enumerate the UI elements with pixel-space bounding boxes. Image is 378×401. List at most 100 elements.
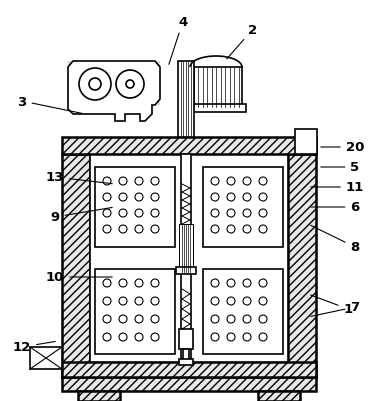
Circle shape bbox=[119, 178, 127, 186]
Text: 11: 11 bbox=[311, 181, 364, 194]
Circle shape bbox=[243, 194, 251, 201]
Bar bbox=[62, 155, 90, 377]
Bar bbox=[288, 155, 316, 377]
Circle shape bbox=[119, 297, 127, 305]
Circle shape bbox=[151, 279, 159, 287]
Bar bbox=[179, 225, 193, 272]
Text: 2: 2 bbox=[227, 23, 257, 60]
Circle shape bbox=[135, 333, 143, 341]
Bar bbox=[203, 269, 283, 354]
Circle shape bbox=[227, 297, 235, 305]
Polygon shape bbox=[68, 62, 160, 122]
Bar bbox=[95, 269, 175, 354]
Circle shape bbox=[211, 209, 219, 217]
Bar bbox=[181, 155, 191, 362]
Circle shape bbox=[119, 333, 127, 341]
Bar bbox=[203, 168, 283, 247]
Circle shape bbox=[151, 315, 159, 323]
Circle shape bbox=[243, 225, 251, 233]
Bar bbox=[178, 62, 194, 138]
Circle shape bbox=[227, 333, 235, 341]
Circle shape bbox=[151, 333, 159, 341]
Bar bbox=[68, 62, 160, 106]
Circle shape bbox=[135, 209, 143, 217]
Circle shape bbox=[259, 297, 267, 305]
Circle shape bbox=[103, 178, 111, 186]
Circle shape bbox=[103, 209, 111, 217]
Text: 5: 5 bbox=[321, 161, 359, 174]
Circle shape bbox=[135, 297, 143, 305]
Circle shape bbox=[211, 315, 219, 323]
Text: 3: 3 bbox=[17, 95, 82, 114]
Circle shape bbox=[227, 279, 235, 287]
Circle shape bbox=[259, 209, 267, 217]
Circle shape bbox=[103, 333, 111, 341]
Circle shape bbox=[126, 81, 134, 89]
Bar bbox=[183, 349, 189, 361]
Circle shape bbox=[211, 279, 219, 287]
Circle shape bbox=[135, 178, 143, 186]
Text: 13: 13 bbox=[46, 171, 112, 184]
Circle shape bbox=[243, 315, 251, 323]
Circle shape bbox=[259, 225, 267, 233]
Circle shape bbox=[211, 297, 219, 305]
Circle shape bbox=[151, 194, 159, 201]
Circle shape bbox=[227, 209, 235, 217]
Circle shape bbox=[211, 194, 219, 201]
Circle shape bbox=[259, 194, 267, 201]
Circle shape bbox=[227, 178, 235, 186]
Circle shape bbox=[103, 297, 111, 305]
Circle shape bbox=[119, 225, 127, 233]
Circle shape bbox=[103, 194, 111, 201]
Circle shape bbox=[243, 209, 251, 217]
Circle shape bbox=[135, 279, 143, 287]
Bar bbox=[190, 68, 242, 108]
Bar bbox=[78, 391, 120, 401]
Circle shape bbox=[103, 315, 111, 323]
Circle shape bbox=[151, 209, 159, 217]
Circle shape bbox=[135, 315, 143, 323]
Text: 6: 6 bbox=[311, 201, 359, 214]
Circle shape bbox=[227, 225, 235, 233]
Circle shape bbox=[211, 178, 219, 186]
Circle shape bbox=[119, 315, 127, 323]
Text: 12: 12 bbox=[13, 341, 55, 354]
Circle shape bbox=[259, 279, 267, 287]
Circle shape bbox=[211, 333, 219, 341]
Bar bbox=[95, 168, 175, 247]
Bar bbox=[62, 377, 316, 391]
Bar bbox=[62, 362, 316, 377]
Circle shape bbox=[243, 279, 251, 287]
Bar bbox=[179, 359, 193, 365]
Bar bbox=[90, 155, 288, 362]
Circle shape bbox=[151, 297, 159, 305]
Circle shape bbox=[119, 209, 127, 217]
Text: 9: 9 bbox=[50, 208, 112, 224]
Circle shape bbox=[259, 333, 267, 341]
Circle shape bbox=[243, 178, 251, 186]
Circle shape bbox=[227, 315, 235, 323]
Text: 10: 10 bbox=[46, 271, 112, 284]
Bar bbox=[258, 391, 300, 401]
Circle shape bbox=[211, 225, 219, 233]
Bar bbox=[179, 329, 193, 349]
Bar bbox=[30, 347, 62, 369]
Bar bbox=[62, 138, 316, 155]
Circle shape bbox=[119, 194, 127, 201]
Circle shape bbox=[116, 71, 144, 99]
Circle shape bbox=[89, 79, 101, 91]
Text: 7: 7 bbox=[311, 301, 359, 317]
Bar bbox=[176, 267, 196, 274]
Bar bbox=[295, 130, 317, 155]
Text: 8: 8 bbox=[310, 226, 359, 254]
Circle shape bbox=[135, 225, 143, 233]
Circle shape bbox=[227, 194, 235, 201]
Text: 20: 20 bbox=[321, 141, 364, 154]
Bar bbox=[186, 105, 246, 113]
Circle shape bbox=[259, 178, 267, 186]
Text: 4: 4 bbox=[169, 16, 187, 65]
Circle shape bbox=[259, 315, 267, 323]
Circle shape bbox=[151, 178, 159, 186]
Circle shape bbox=[119, 279, 127, 287]
Circle shape bbox=[243, 333, 251, 341]
